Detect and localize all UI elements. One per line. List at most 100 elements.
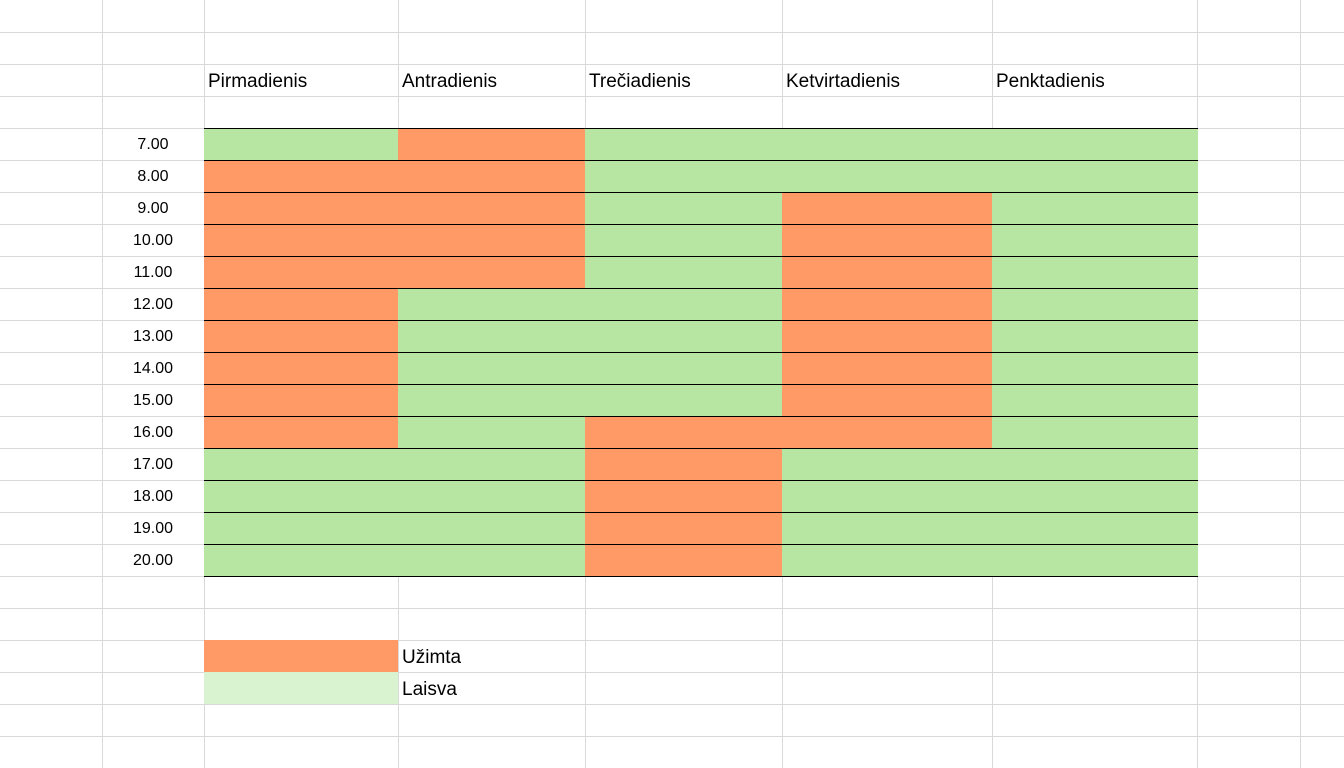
schedule-cell-busy[interactable]	[398, 224, 585, 256]
schedule-cell-busy[interactable]	[585, 416, 782, 448]
schedule-cell-busy[interactable]	[204, 320, 398, 352]
schedule-cell-free[interactable]	[398, 448, 585, 480]
schedule-cell-free[interactable]	[992, 384, 1198, 416]
day-header[interactable]: Ketvirtadienis	[786, 71, 901, 92]
day-header[interactable]: Antradienis	[402, 71, 498, 92]
schedule-cell-free[interactable]	[204, 128, 398, 160]
schedule-cell-busy[interactable]	[782, 384, 992, 416]
schedule-cell-free[interactable]	[992, 352, 1198, 384]
day-header[interactable]: Pirmadienis	[208, 71, 308, 92]
schedule-cell-busy[interactable]	[204, 288, 398, 320]
schedule-cell-free[interactable]	[398, 544, 585, 576]
schedule-cell-free[interactable]	[204, 480, 398, 512]
schedule-cell-free[interactable]	[398, 352, 585, 384]
schedule-cell-busy[interactable]	[585, 544, 782, 576]
schedule-cell-free[interactable]	[585, 224, 782, 256]
row-border	[204, 512, 1198, 513]
schedule-cell-free[interactable]	[398, 320, 585, 352]
schedule-cell-busy[interactable]	[782, 288, 992, 320]
schedule-cell-free[interactable]	[782, 544, 992, 576]
schedule-cell-free[interactable]	[992, 160, 1198, 192]
schedule-cell-busy[interactable]	[782, 416, 992, 448]
time-label[interactable]: 20.00	[132, 552, 174, 569]
gridline-horizontal	[0, 672, 1344, 673]
schedule-cell-free[interactable]	[992, 256, 1198, 288]
schedule-cell-free[interactable]	[992, 224, 1198, 256]
schedule-cell-free[interactable]	[782, 160, 992, 192]
schedule-cell-free[interactable]	[992, 128, 1198, 160]
schedule-cell-busy[interactable]	[782, 192, 992, 224]
schedule-cell-free[interactable]	[992, 416, 1198, 448]
schedule-cell-busy[interactable]	[204, 384, 398, 416]
schedule-cell-busy[interactable]	[782, 224, 992, 256]
time-label[interactable]: 8.00	[137, 168, 169, 185]
legend-free-label[interactable]: Laisva	[402, 679, 457, 700]
schedule-cell-free[interactable]	[398, 416, 585, 448]
time-label[interactable]: 17.00	[132, 456, 174, 473]
schedule-cell-free[interactable]	[585, 160, 782, 192]
time-label[interactable]: 18.00	[132, 488, 174, 505]
schedule-cell-free[interactable]	[204, 512, 398, 544]
schedule-cell-free[interactable]	[204, 448, 398, 480]
schedule-cell-free[interactable]	[992, 320, 1198, 352]
schedule-cell-free[interactable]	[585, 384, 782, 416]
schedule-cell-free[interactable]	[782, 448, 992, 480]
schedule-cell-free[interactable]	[585, 320, 782, 352]
schedule-cell-free[interactable]	[398, 480, 585, 512]
schedule-cell-free[interactable]	[585, 352, 782, 384]
time-label[interactable]: 14.00	[132, 360, 174, 377]
row-border	[204, 288, 1198, 289]
schedule-cell-busy[interactable]	[398, 192, 585, 224]
schedule-cell-free[interactable]	[585, 128, 782, 160]
time-label[interactable]: 7.00	[137, 136, 169, 153]
schedule-cell-free[interactable]	[992, 448, 1198, 480]
schedule-cell-busy[interactable]	[782, 256, 992, 288]
schedule-cell-free[interactable]	[992, 192, 1198, 224]
schedule-cell-busy[interactable]	[585, 480, 782, 512]
schedule-cell-free[interactable]	[204, 544, 398, 576]
schedule-cell-busy[interactable]	[585, 512, 782, 544]
schedule-cell-free[interactable]	[992, 480, 1198, 512]
schedule-cell-free[interactable]	[782, 128, 992, 160]
schedule-cell-free[interactable]	[398, 288, 585, 320]
schedule-cell-free[interactable]	[782, 480, 992, 512]
gridline-horizontal	[0, 64, 1344, 65]
schedule-cell-free[interactable]	[585, 288, 782, 320]
schedule-cell-free[interactable]	[992, 544, 1198, 576]
schedule-cell-busy[interactable]	[398, 160, 585, 192]
schedule-cell-busy[interactable]	[782, 320, 992, 352]
day-header[interactable]: Penktadienis	[996, 71, 1105, 92]
schedule-cell-free[interactable]	[398, 384, 585, 416]
schedule-cell-free[interactable]	[585, 192, 782, 224]
row-border	[204, 256, 1198, 257]
schedule-cell-busy[interactable]	[398, 128, 585, 160]
schedule-cell-busy[interactable]	[204, 160, 398, 192]
time-label[interactable]: 16.00	[132, 424, 174, 441]
schedule-cell-free[interactable]	[585, 256, 782, 288]
time-label[interactable]: 9.00	[137, 200, 169, 217]
time-label[interactable]: 12.00	[132, 296, 174, 313]
schedule-cell-busy[interactable]	[204, 192, 398, 224]
schedule-cell-busy[interactable]	[204, 256, 398, 288]
schedule-cell-busy[interactable]	[204, 352, 398, 384]
schedule-cell-free[interactable]	[992, 512, 1198, 544]
day-header[interactable]: Trečiadienis	[589, 71, 691, 92]
legend-busy-swatch[interactable]	[204, 640, 398, 672]
schedule-cell-busy[interactable]	[398, 256, 585, 288]
row-border	[204, 320, 1198, 321]
time-label[interactable]: 15.00	[132, 392, 174, 409]
schedule-cell-free[interactable]	[992, 288, 1198, 320]
time-label[interactable]: 13.00	[132, 328, 174, 345]
schedule-cell-busy[interactable]	[585, 448, 782, 480]
schedule-cell-busy[interactable]	[782, 352, 992, 384]
legend-free-swatch[interactable]	[204, 672, 398, 704]
schedule-cell-busy[interactable]	[204, 416, 398, 448]
time-label[interactable]: 19.00	[132, 520, 174, 537]
schedule-cell-free[interactable]	[782, 512, 992, 544]
schedule-cell-busy[interactable]	[204, 224, 398, 256]
time-label[interactable]: 11.00	[133, 264, 173, 281]
legend-busy-label[interactable]: Užimta	[402, 647, 462, 668]
time-label[interactable]: 10.00	[132, 232, 174, 249]
schedule-cell-free[interactable]	[398, 512, 585, 544]
